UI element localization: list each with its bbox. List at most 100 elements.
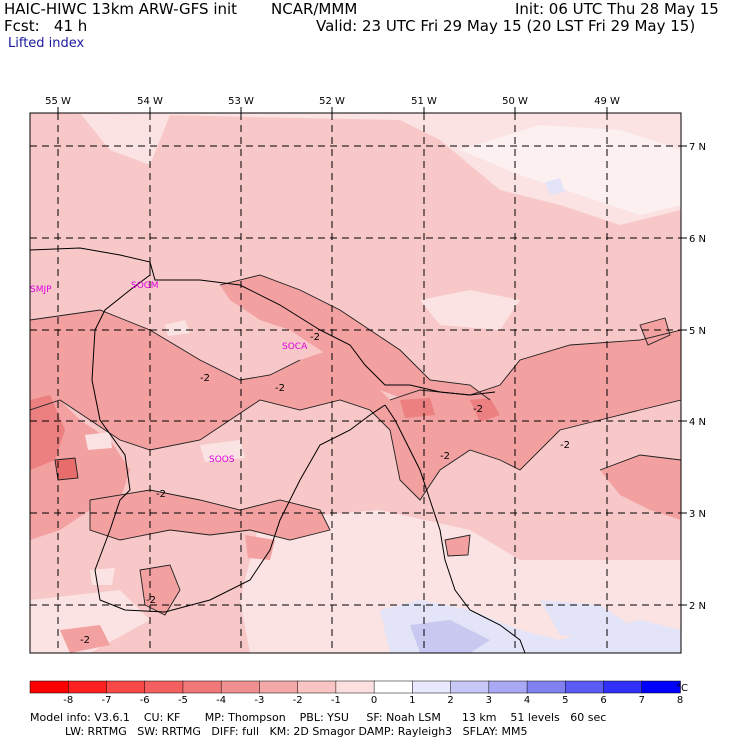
region-pocket-2 <box>85 432 112 450</box>
colorbar-tick-label: 3 <box>486 695 492 706</box>
lon-label: 55 W <box>45 96 71 107</box>
contour-lines <box>30 274 681 616</box>
lat-label: 6 N <box>689 234 706 245</box>
lon-label: 50 W <box>502 96 528 107</box>
model-info-line-2: LW: RRTMG SW: RRTMG DIFF: full KM: 2D Sm… <box>30 725 528 738</box>
colorbar-tick-label: -7 <box>101 695 111 706</box>
contour-line <box>139 564 181 616</box>
colorbar-swatch <box>412 680 452 694</box>
colorbar-swatch <box>297 680 337 694</box>
contour-label: -2 <box>560 440 570 451</box>
colorbar-swatch <box>335 680 375 694</box>
coastline <box>30 247 496 396</box>
colorbar-tick-label: -3 <box>254 695 264 706</box>
colorbar-swatch <box>29 680 69 694</box>
colorbar-tick-label: -5 <box>178 695 188 706</box>
valid-time: Valid: 23 UTC Fri 29 May 15 (20 LST Fri … <box>316 17 696 35</box>
region-unstable-patch-1 <box>140 565 180 615</box>
contour-line <box>639 317 671 346</box>
lat-label: 2 N <box>689 601 706 612</box>
colorbar-tick-label: 7 <box>639 695 645 706</box>
region-unstable-patch-5 <box>60 625 110 653</box>
colorbar-swatch <box>182 680 222 694</box>
contour-line <box>599 454 681 471</box>
colorbar-tick-label: -6 <box>140 695 150 706</box>
colorbar-unit: °C <box>676 683 688 694</box>
colorbar-swatch <box>144 680 184 694</box>
lat-label: 3 N <box>689 509 706 520</box>
contour-label: -2 <box>275 383 285 394</box>
region-core-west-2 <box>55 458 78 480</box>
colorbar-tick-label: 8 <box>677 695 683 706</box>
colorbar-swatch <box>67 680 108 694</box>
colorbar-tick-label: -1 <box>331 695 341 706</box>
axis-ticks <box>57 107 687 606</box>
forecast-hour: Fcst: 41 h <box>4 17 88 35</box>
contour-line <box>30 399 681 501</box>
colorbar-tick-label: 6 <box>600 695 606 706</box>
colorbar-tick-labels: -8 -7 -6 -5 -4 -3 -2 -1 0 1 2 3 4 5 6 7 8 <box>63 695 683 706</box>
colorbar-tick-label: 5 <box>562 695 568 706</box>
contour-line <box>444 534 471 557</box>
colorbar-swatch <box>106 680 146 694</box>
colorbar-tick-label: 4 <box>524 695 530 706</box>
contour-label: -2 <box>200 373 210 384</box>
region-stable-ne <box>545 178 565 195</box>
region-near-zero-nw <box>30 113 170 165</box>
colorbar-swatch <box>450 680 490 694</box>
region-core-east <box>470 398 500 422</box>
colorbar-swatch <box>526 680 567 694</box>
colorbar-tick-label: -2 <box>293 695 303 706</box>
region-unstable-patch-3 <box>445 535 470 556</box>
contour-line <box>389 329 681 401</box>
contour-label: -2 <box>146 595 156 606</box>
region-near-zero-sw <box>30 590 150 653</box>
field-name: Lifted index <box>8 36 85 51</box>
map-frame <box>29 112 682 654</box>
contour-label: -2 <box>310 332 320 343</box>
init-time: Init: 06 UTC Thu 28 May 15 <box>515 0 719 18</box>
region-core-west <box>30 395 65 470</box>
region-neutral-ne <box>460 125 681 215</box>
region-pocket-1 <box>165 320 190 336</box>
region-unstable-east <box>600 455 681 520</box>
country-border-east <box>384 404 526 653</box>
lon-label: 54 W <box>137 96 163 107</box>
contour-label: -2 <box>473 404 483 415</box>
colorbar-tick-label: -8 <box>63 695 73 706</box>
lon-label: 52 W <box>319 96 345 107</box>
colorbar-swatch <box>603 680 643 694</box>
country-border <box>91 262 386 613</box>
geographic-boundaries <box>30 247 526 653</box>
region-unstable-coast <box>220 275 490 410</box>
lon-label: 49 W <box>594 96 620 107</box>
lon-label: 51 W <box>411 96 437 107</box>
lat-label: 4 N <box>689 417 706 428</box>
region-pocket-4 <box>90 568 115 585</box>
colorbar-tick-label: 2 <box>447 695 453 706</box>
region-pocket-3 <box>200 440 245 462</box>
lon-label: 53 W <box>228 96 254 107</box>
colorbar-swatch <box>220 680 261 694</box>
contour-line <box>30 309 301 381</box>
model-info-line-1: Model info: V3.6.1 CU: KF MP: Thompson P… <box>30 711 607 724</box>
colorbar-tick-label: -4 <box>216 695 226 706</box>
lat-label: 5 N <box>689 326 706 337</box>
region-near-zero-e <box>420 290 520 330</box>
region-stable-core <box>410 620 490 653</box>
colorbar <box>29 680 681 694</box>
contour-label: -2 <box>156 489 166 500</box>
station-label: SOOS <box>209 455 235 465</box>
region-core-coast <box>400 398 435 418</box>
graticule <box>30 113 681 653</box>
colorbar-swatch <box>488 680 528 694</box>
colorbar-swatch <box>259 680 299 694</box>
colorbar-swatch <box>373 680 414 694</box>
contour-line <box>89 489 331 541</box>
contour-line <box>54 457 79 481</box>
colorbar-swatch <box>641 680 681 694</box>
station-label: SOCA <box>282 342 308 352</box>
station-label: SMJP <box>30 285 52 295</box>
model-title: HAIC-HIWC 13km ARW-GFS init <box>4 0 238 18</box>
contour-label: -2 <box>80 635 90 646</box>
